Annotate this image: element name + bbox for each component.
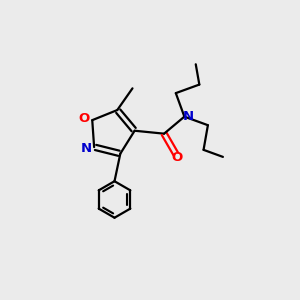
Text: N: N [182,110,194,123]
Text: O: O [172,151,183,164]
Text: N: N [80,142,92,155]
Text: O: O [78,112,90,125]
